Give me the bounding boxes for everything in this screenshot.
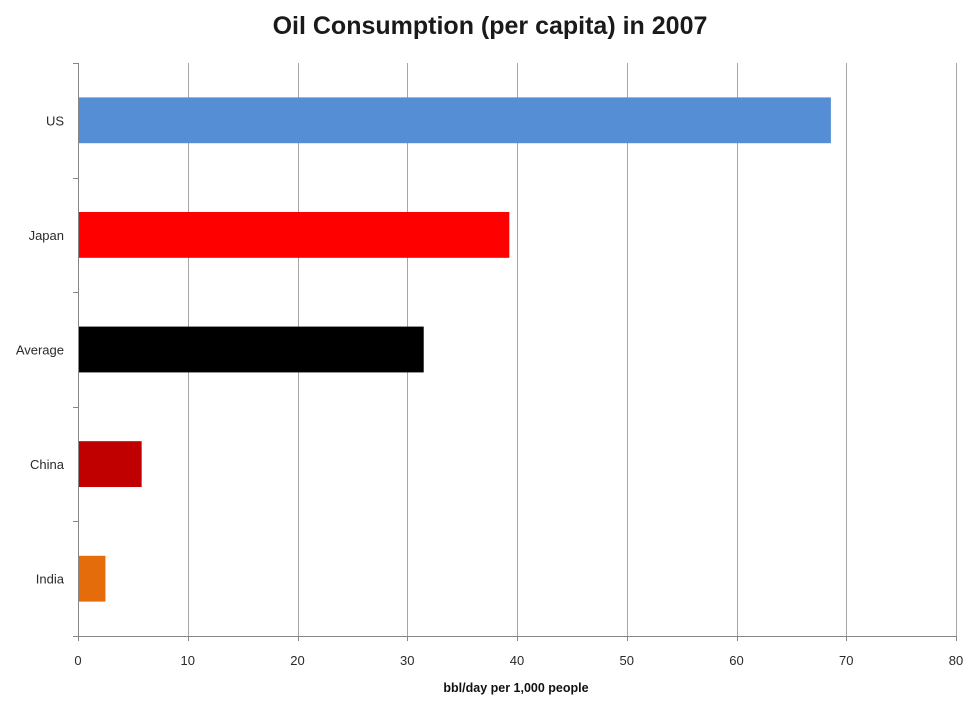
y-tick-label-average: Average — [16, 343, 64, 358]
x-tick-label-80: 80 — [949, 653, 963, 668]
x-tick-label-60: 60 — [729, 653, 743, 668]
x-tick-label-10: 10 — [181, 653, 195, 668]
y-tick-label-india: India — [36, 572, 65, 587]
x-tick-label-20: 20 — [290, 653, 304, 668]
x-tick-label-30: 30 — [400, 653, 414, 668]
bar-average — [79, 326, 424, 373]
tick-labels: 0 10 20 30 40 50 60 70 80 US Japan Average China Indi… — [16, 113, 963, 668]
x-tick-label-0: 0 — [74, 653, 81, 668]
bar-us — [79, 97, 831, 144]
y-tick-label-japan: Japan — [29, 228, 64, 243]
bar-china — [79, 441, 142, 488]
x-tick-label-70: 70 — [839, 653, 853, 668]
x-axis-label: bbl/day per 1,000 people — [443, 681, 588, 695]
bars — [79, 97, 831, 602]
axes — [73, 63, 957, 641]
bar-japan — [79, 211, 510, 258]
y-tick-label-us: US — [46, 113, 64, 128]
x-tick-label-40: 40 — [510, 653, 524, 668]
chart-title: Oil Consumption (per capita) in 2007 — [273, 12, 708, 40]
x-tick-label-50: 50 — [620, 653, 634, 668]
bar-india — [79, 555, 106, 602]
y-tick-label-china: China — [30, 457, 65, 472]
